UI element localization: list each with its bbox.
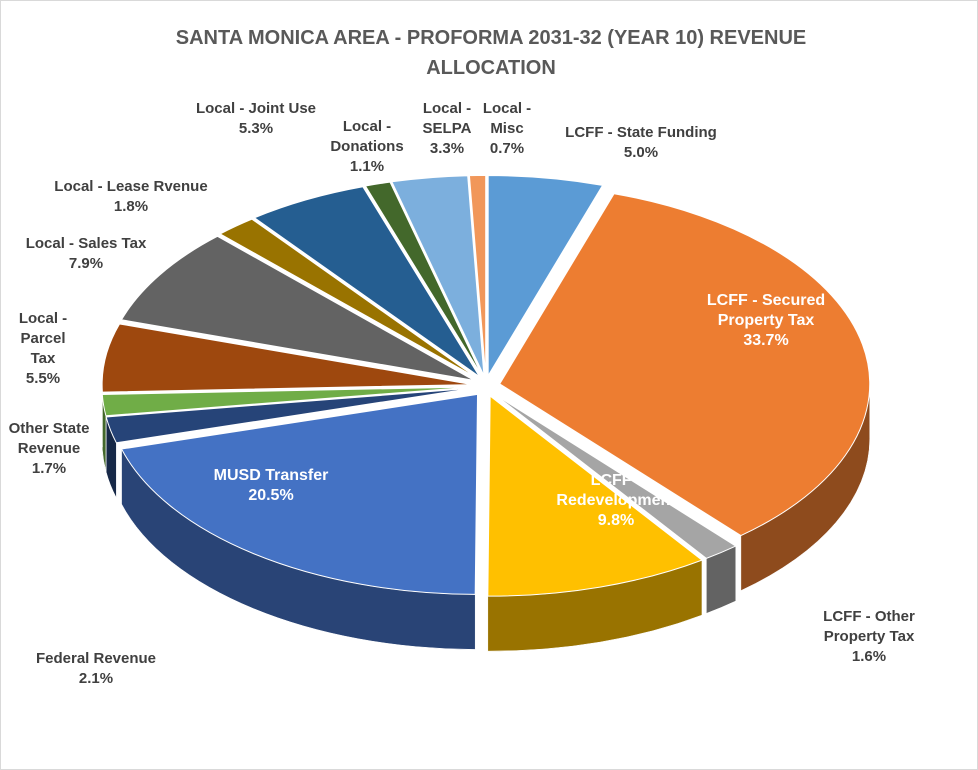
label-name: Local - Donations bbox=[330, 118, 404, 155]
slice bbox=[105, 387, 473, 444]
label-name: LCFF - State Funding bbox=[565, 124, 717, 141]
data-label: LCFF - Secured Property Tax 33.7% bbox=[691, 291, 841, 351]
slice bbox=[219, 218, 478, 379]
data-label: Other State Revenue 1.7% bbox=[4, 419, 94, 479]
slice bbox=[487, 395, 703, 597]
slice bbox=[120, 235, 475, 381]
slice bbox=[101, 386, 473, 417]
data-label: Local - Joint Use 5.3% bbox=[176, 99, 336, 139]
slice bbox=[101, 323, 473, 393]
label-name: Federal Revenue bbox=[35, 650, 157, 667]
data-label: LCFF - Other Property Tax 1.6% bbox=[794, 607, 944, 667]
data-label: Local - Misc 0.7% bbox=[482, 99, 532, 159]
label-value: 5.0% bbox=[623, 144, 659, 161]
label-value: 1.8% bbox=[113, 198, 149, 215]
slice bbox=[494, 393, 737, 559]
label-value: 9.8% bbox=[597, 512, 635, 529]
slice bbox=[487, 175, 604, 378]
label-name: LCFF - Other Property Tax bbox=[823, 608, 915, 645]
label-value: 0.7% bbox=[489, 140, 525, 157]
data-label: LCFF - State Funding 5.0% bbox=[541, 123, 741, 163]
data-label: LCFF - Redevelopment 9.8% bbox=[541, 471, 691, 531]
label-name: Local - Sales Tax bbox=[25, 235, 147, 252]
data-label: Local - Lease Rvenue 1.8% bbox=[26, 177, 236, 217]
label-value: 1.7% bbox=[31, 460, 67, 477]
slice bbox=[120, 393, 479, 595]
label-name: Local - Lease Rvenue bbox=[54, 178, 208, 195]
slice bbox=[364, 181, 483, 377]
slice bbox=[253, 186, 480, 378]
data-label: Local - Parcel Tax 5.5% bbox=[8, 309, 78, 389]
label-name: Other State Revenue bbox=[8, 420, 90, 457]
label-name: Local - Parcel Tax bbox=[18, 310, 68, 367]
data-label: Federal Revenue 2.1% bbox=[1, 649, 201, 689]
data-label: MUSD Transfer 20.5% bbox=[191, 466, 351, 506]
slice bbox=[468, 174, 487, 376]
label-name: MUSD Transfer bbox=[213, 467, 329, 484]
slice bbox=[391, 175, 485, 376]
label-value: 2.1% bbox=[78, 670, 114, 687]
label-value: 7.9% bbox=[68, 255, 104, 272]
data-label: Local - Sales Tax 7.9% bbox=[1, 234, 176, 274]
label-value: 5.3% bbox=[238, 120, 274, 137]
label-name: Local - Joint Use bbox=[195, 100, 317, 117]
slice bbox=[499, 193, 871, 537]
label-value: 5.5% bbox=[25, 370, 61, 387]
label-name: LCFF - Secured Property Tax bbox=[706, 292, 826, 329]
label-name: Local - Misc bbox=[482, 100, 532, 137]
chart-title: SANTA MONICA AREA - PROFORMA 2031-32 (YE… bbox=[175, 27, 807, 79]
label-name: LCFF - Redevelopment bbox=[556, 472, 676, 509]
label-value: 1.1% bbox=[349, 158, 385, 175]
label-value: 3.3% bbox=[429, 140, 465, 157]
data-label: Local - Donations 1.1% bbox=[327, 117, 407, 177]
label-name: Local - SELPA bbox=[422, 100, 472, 137]
data-label: Local - SELPA 3.3% bbox=[422, 99, 472, 159]
label-value: 33.7% bbox=[743, 332, 789, 349]
label-value: 20.5% bbox=[248, 487, 294, 504]
label-value: 1.6% bbox=[851, 648, 887, 665]
